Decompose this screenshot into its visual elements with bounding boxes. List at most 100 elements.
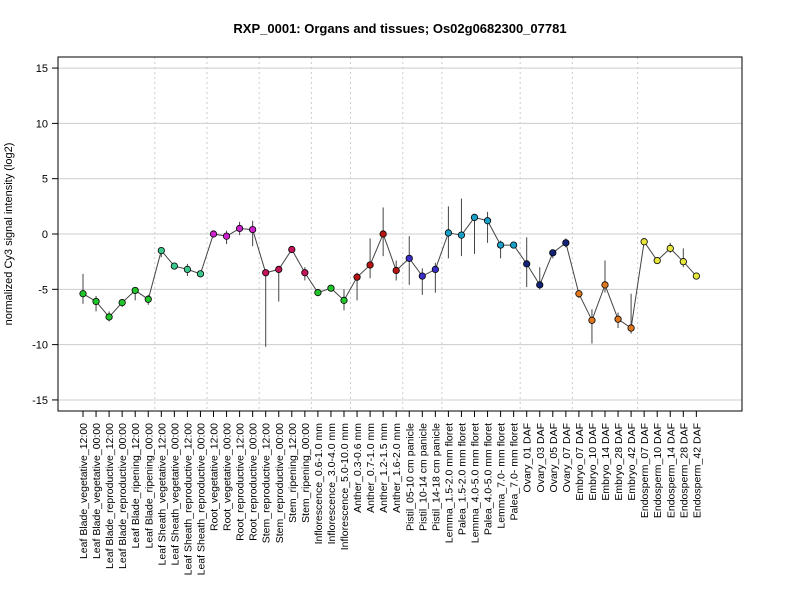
y-tick-label: -5	[38, 284, 48, 296]
x-tick-label: Endosperm_07 DAF	[639, 423, 651, 518]
data-point	[249, 225, 257, 234]
x-tick-label: Root_reproductive_12:00	[235, 423, 247, 541]
chart-title: RXP_0001: Organs and tissues; Os02g06823…	[233, 21, 566, 36]
x-tick-label: Endosperm_10 DAF	[652, 423, 664, 518]
data-point	[653, 256, 661, 265]
data-point	[405, 254, 413, 262]
x-tick-label: Pistil_05-10 cm panicle	[404, 423, 416, 531]
x-tick-label: Stem_ripening_00:00	[300, 423, 312, 523]
x-tick-label: Anther_0.3-0.6 mm	[352, 423, 364, 513]
data-point	[144, 295, 152, 303]
x-tick-label: Embryo_07 DAF	[574, 423, 586, 501]
y-axis: -15 -10 -5 0 5 10 15	[32, 63, 58, 407]
y-tick-label: 15	[36, 63, 48, 75]
data-point	[549, 249, 557, 257]
data-point	[183, 265, 191, 273]
data-point	[131, 286, 139, 295]
x-tick-label: Leaf Blade_vegetative_00:00	[91, 423, 103, 559]
x-tick-label: Root_reproductive_00:00	[248, 423, 260, 541]
x-tick-label: Anther_0.7-1.0 mm	[365, 423, 377, 513]
x-tick-label: Embryo_10 DAF	[587, 423, 599, 501]
x-tick-label: Ovary_07 DAF	[561, 423, 573, 492]
data-point	[470, 213, 479, 222]
data-point	[640, 238, 648, 246]
data-point	[483, 217, 492, 225]
data-points	[79, 213, 700, 332]
x-tick-label: Leaf Sheath_reproductive_12:00	[182, 423, 194, 576]
x-tick-label: Stem_ripening_12:00	[287, 423, 299, 523]
data-point	[288, 245, 296, 254]
x-tick-label: Embryo_42 DAF	[626, 423, 638, 501]
data-point	[627, 324, 635, 332]
y-tick-label: 5	[42, 174, 48, 186]
data-point	[366, 261, 374, 269]
data-point	[588, 316, 596, 324]
x-tick-label: Root_vegetative_12:00	[209, 423, 221, 531]
x-tick-label: Pistil_10-14 cm panicle	[417, 423, 429, 531]
x-tick-label: Lemma_1.5-2.0 mm floret	[443, 423, 455, 543]
x-tick-label: Anther_1.6-2.0 mm	[391, 423, 403, 513]
x-tick-label: Lemma_7.0- mm floret	[496, 423, 508, 529]
data-point	[562, 239, 570, 247]
data-point	[444, 229, 452, 237]
x-tick-label: Pistil_14-18 cm panicle	[430, 423, 442, 531]
y-tick-label: 10	[36, 118, 48, 130]
x-tick-label: Endosperm_28 DAF	[678, 423, 690, 518]
y-tick-label: -15	[32, 395, 48, 407]
data-point	[118, 298, 126, 307]
data-point	[523, 260, 531, 268]
x-tick-label: Leaf Blade_reproductive_12:00	[104, 423, 116, 569]
data-point	[692, 272, 700, 280]
data-point	[666, 244, 674, 252]
x-tick-label: Ovary_03 DAF	[535, 423, 547, 492]
data-point	[431, 265, 439, 273]
x-axis: Leaf Blade_vegetative_12:00 Leaf Blade_ve…	[78, 411, 703, 575]
x-tick-label: Inflorescence_3.0-4.0 mm	[326, 423, 338, 545]
data-point	[510, 241, 518, 249]
x-tick-label: Inflorescence_0.6-1.0 mm	[313, 423, 325, 545]
x-tick-label: Embryo_28 DAF	[613, 423, 625, 501]
data-point	[222, 232, 231, 240]
data-point	[170, 262, 178, 270]
x-tick-label: Leaf Blade_reproductive_00:00	[117, 423, 129, 569]
data-point	[275, 265, 283, 273]
data-point	[262, 269, 270, 277]
data-point	[301, 269, 309, 277]
x-tick-label: Ovary_05 DAF	[548, 423, 560, 492]
y-tick-label: 0	[42, 229, 48, 241]
x-tick-label: Palea_1.5-2.0 mm floret	[456, 423, 468, 535]
data-point	[614, 315, 622, 323]
data-point	[196, 270, 205, 278]
error-bars	[82, 198, 697, 347]
x-tick-label: Leaf Blade_ripening_00:00	[143, 423, 155, 549]
data-point	[536, 281, 544, 289]
data-point	[496, 241, 505, 249]
data-point	[418, 272, 426, 280]
data-point	[236, 224, 244, 233]
plot-frame	[57, 56, 743, 412]
data-point	[353, 273, 361, 281]
x-tick-label: Stem_reproductive_00:00	[274, 423, 286, 543]
x-tick-label: Leaf Sheath_vegetative_12:00	[156, 423, 168, 566]
data-point	[105, 313, 113, 321]
x-tick-label: Leaf Sheath_reproductive_00:00	[195, 423, 207, 576]
y-tick-label: -10	[32, 340, 48, 352]
grid-layer	[58, 57, 742, 411]
data-point	[157, 246, 165, 255]
data-point	[457, 231, 466, 239]
x-tick-label: Palea_7.0- mm floret	[509, 423, 521, 521]
y-axis-label: normalized Cy3 signal intensity (log2)	[3, 143, 15, 326]
x-tick-label: Root_vegetative_00:00	[222, 423, 234, 531]
data-point	[327, 284, 335, 292]
data-point	[392, 266, 400, 275]
data-point	[92, 297, 100, 306]
data-point	[340, 296, 348, 304]
data-point	[575, 290, 583, 298]
data-point	[679, 258, 687, 266]
x-tick-label: Ovary_01 DAF	[522, 423, 534, 492]
x-tick-label: Endosperm_14 DAF	[665, 423, 677, 518]
data-point	[314, 289, 322, 297]
data-point	[209, 230, 218, 238]
x-tick-label: Stem_reproductive_12:00	[261, 423, 273, 543]
